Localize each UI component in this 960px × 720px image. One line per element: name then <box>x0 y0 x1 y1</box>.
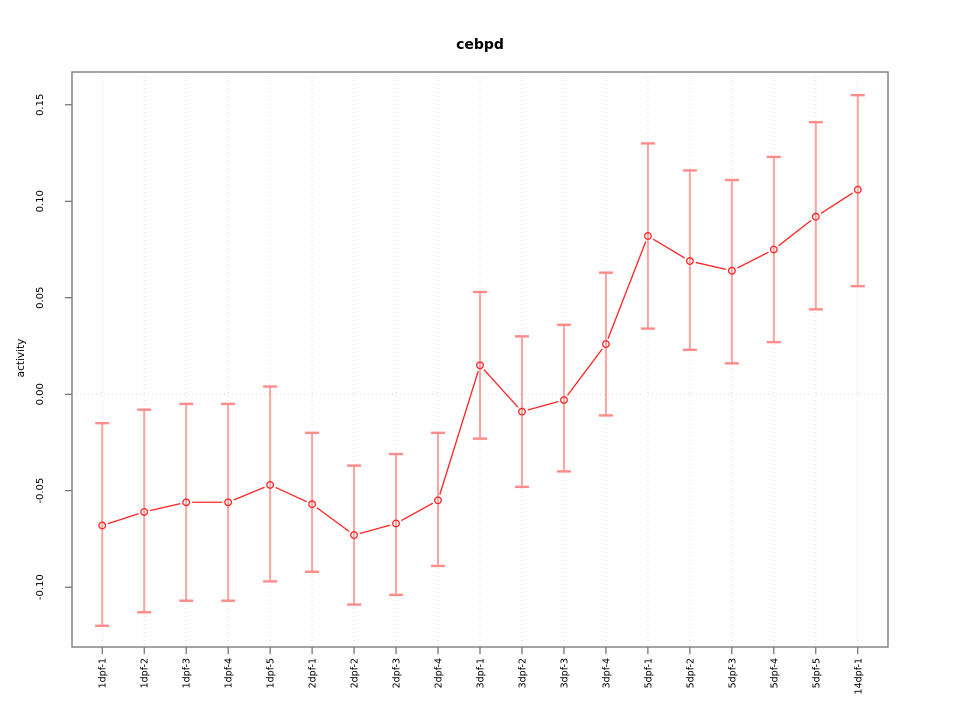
series-line-segment <box>567 348 603 396</box>
data-point-marker <box>224 498 233 507</box>
x-tick-label: 2dpf-1 <box>308 658 319 688</box>
data-point-marker <box>601 340 610 349</box>
x-tick-label: 14dpf-1 <box>853 658 864 694</box>
series-line-segment <box>275 486 307 503</box>
y-tick-label: 0.15 <box>35 94 46 116</box>
x-tick-label: 1dpf-3 <box>182 658 193 688</box>
series-line-segment <box>527 400 559 411</box>
x-tick-label: 1dpf-5 <box>266 658 277 688</box>
data-point-marker <box>518 407 526 416</box>
x-tick-label: 3dpf-4 <box>601 658 612 688</box>
series-line-segment <box>316 507 350 533</box>
x-tick-label: 1dpf-4 <box>224 658 235 688</box>
data-point-marker <box>643 232 652 240</box>
series-line-segment <box>359 524 391 535</box>
series-line-segment <box>483 369 519 408</box>
series-line-segment <box>695 261 727 271</box>
x-tick-label: 5dpf-2 <box>685 658 696 688</box>
y-tick-label: 0.00 <box>35 383 46 405</box>
series-line-segment <box>107 513 139 525</box>
series-line-segment <box>400 502 434 522</box>
series-line-segment <box>820 192 854 215</box>
data-point-marker <box>266 480 275 489</box>
data-point-marker <box>685 257 694 266</box>
x-tick-label: 2dpf-4 <box>434 658 445 688</box>
data-point-marker <box>98 521 107 530</box>
series-line-segment <box>736 251 769 269</box>
x-tick-label: 3dpf-2 <box>517 658 528 688</box>
series-line-segment <box>778 219 812 247</box>
data-point-marker <box>769 245 778 254</box>
y-tick-label: 0.10 <box>35 190 46 212</box>
data-point-marker <box>308 500 317 509</box>
x-tick-label: 1dpf-1 <box>98 658 109 688</box>
x-tick-label: 5dpf-1 <box>643 658 654 688</box>
data-point-marker <box>476 361 484 370</box>
data-point-marker <box>350 531 359 540</box>
data-point-marker <box>182 498 191 507</box>
series-line-segment <box>233 486 265 501</box>
data-point-marker <box>140 507 149 516</box>
data-point-marker <box>727 266 736 275</box>
data-point-marker <box>853 185 862 194</box>
y-tick-label: 0.05 <box>35 287 46 309</box>
x-tick-label: 5dpf-5 <box>811 658 822 688</box>
x-tick-label: 3dpf-3 <box>559 658 570 688</box>
data-point-marker <box>560 396 568 404</box>
series-line-segment <box>652 238 686 259</box>
data-point-marker <box>392 519 400 528</box>
y-tick-label: -0.10 <box>35 574 46 600</box>
series-line-segment <box>607 241 647 339</box>
plot-border <box>71 71 889 648</box>
y-tick-label: -0.05 <box>35 478 46 504</box>
series-line-segment <box>439 370 479 495</box>
data-point-marker <box>811 212 820 221</box>
x-tick-label: 1dpf-2 <box>140 658 151 688</box>
y-axis-label: activity <box>15 339 27 378</box>
x-tick-label: 5dpf-3 <box>727 658 738 688</box>
chart-title: cebpd <box>456 37 504 53</box>
x-tick-label: 2dpf-2 <box>350 658 361 688</box>
data-point-marker <box>434 496 442 505</box>
x-tick-label: 5dpf-4 <box>769 658 780 688</box>
x-tick-label: 3dpf-1 <box>476 658 487 688</box>
generated-chart-layer: -0.10 -0.05 0.00 0.05 0.10 0.15 1dpf-1 1dpf-2 1d… <box>35 72 888 694</box>
x-tick-label: 2dpf-3 <box>392 658 403 688</box>
series-line-segment <box>149 502 181 512</box>
